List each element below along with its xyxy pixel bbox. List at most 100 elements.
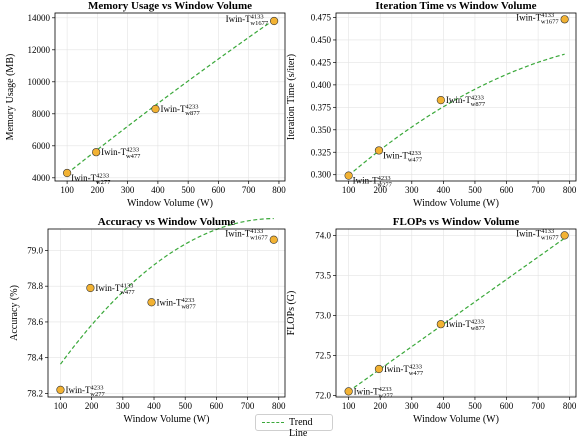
- y-axis-label: FLOPs (G): [286, 291, 297, 336]
- y-tick-label: 72.5: [315, 350, 331, 360]
- y-tick-label: 12000: [28, 45, 51, 55]
- x-tick-label: 500: [468, 185, 482, 195]
- y-tick-label: 0.350: [311, 125, 332, 135]
- data-point: [344, 171, 353, 180]
- point-annotation: Iwin-T4133 w1677: [516, 12, 559, 26]
- point-annotation: Iwin-T4133 w477: [95, 282, 135, 296]
- y-tick-label: 0.325: [311, 147, 332, 157]
- y-tick-label: 78.6: [27, 317, 43, 327]
- y-tick-label: 0.300: [311, 170, 332, 180]
- x-tick-label: 300: [116, 401, 130, 411]
- data-point: [436, 96, 445, 105]
- y-axis-label: Iteration Time (s/iter): [286, 54, 297, 140]
- x-axis-label: Window Volume (W): [413, 414, 499, 425]
- y-tick-label: 79.0: [27, 245, 43, 255]
- point-annotation: Iwin-T4233 w877: [446, 319, 486, 333]
- point-annotation: Iwin-T4233 w277: [354, 386, 394, 400]
- point-annotation: Iwin-T4233 w877: [446, 95, 486, 109]
- x-tick-label: 100: [342, 401, 356, 411]
- plot-frame: [335, 228, 577, 398]
- x-tick-label: 700: [531, 185, 545, 195]
- trend-line: [66, 19, 275, 174]
- point-annotation: Iwin-T4233 w477: [383, 150, 423, 164]
- x-tick-label: 100: [60, 185, 74, 195]
- x-tick-label: 200: [91, 185, 105, 195]
- data-point: [270, 16, 279, 26]
- data-point: [344, 387, 353, 396]
- chart-panel-3: 100 200 300 400 500 600 700 800 78.2 78.4 78.6 78.8…: [9, 216, 286, 425]
- data-point: [374, 146, 384, 155]
- y-tick-label: 14000: [28, 13, 51, 23]
- trend-line: [348, 237, 565, 392]
- y-tick-label: 72.0: [315, 390, 331, 400]
- chart-title: Memory Usage vs Window Volume: [88, 0, 252, 12]
- point-annotation: Iwin-T4233 w277: [71, 173, 111, 187]
- x-tick-label: 800: [272, 401, 286, 411]
- data-point: [436, 320, 445, 329]
- x-tick-label: 400: [437, 401, 451, 411]
- chart-panel-2: 100 200 300 400 500 600 700 800 0.300 0.325 0.350 0…: [286, 0, 577, 209]
- legend-label: Trend Line: [289, 417, 313, 439]
- y-tick-label: 0.375: [311, 102, 332, 112]
- y-axis-label: Accuracy (%): [9, 285, 20, 341]
- x-tick-label: 600: [210, 401, 224, 411]
- chart-title: Accuracy vs Window Volume: [98, 216, 236, 228]
- legend-trend-swatch: [262, 422, 284, 423]
- data-point: [63, 168, 72, 178]
- x-tick-label: 300: [405, 185, 419, 195]
- point-annotation: Iwin-T4233 w277: [353, 175, 393, 189]
- y-tick-label: 6000: [32, 141, 51, 151]
- plot-frame: [54, 12, 286, 182]
- x-tick-label: 800: [563, 185, 577, 195]
- chart-panel-1: 100 200 300 400 500 600 700 800 4000 6000 8000 1000…: [5, 0, 286, 209]
- y-tick-label: 73.0: [315, 310, 331, 320]
- chart-panel-4: 100 200 300 400 500 600 700 800 72.0 72.5 73.0 73.5…: [286, 216, 577, 425]
- x-tick-label: 400: [151, 185, 165, 195]
- y-tick-label: 0.450: [311, 35, 332, 45]
- x-tick-label: 700: [531, 401, 545, 411]
- point-annotation: Iwin-T4133 w1677: [516, 228, 559, 242]
- point-annotation: Iwin-T4233 w477: [384, 364, 424, 378]
- data-point: [86, 283, 95, 293]
- x-tick-label: 600: [500, 401, 514, 411]
- data-point: [560, 231, 569, 240]
- y-tick-label: 78.4: [27, 353, 43, 363]
- x-tick-label: 500: [178, 401, 192, 411]
- x-axis-label: Window Volume (W): [127, 198, 213, 209]
- x-tick-label: 100: [342, 185, 356, 195]
- point-annotation: Iwin-T4233 w877: [157, 297, 197, 311]
- x-axis-label: Window Volume (W): [124, 414, 210, 425]
- y-tick-label: 74.0: [315, 230, 331, 240]
- data-point: [92, 148, 101, 157]
- y-tick-label: 10000: [28, 77, 51, 87]
- data-point: [151, 104, 160, 114]
- y-tick-label: 4000: [32, 173, 51, 183]
- x-tick-label: 400: [147, 401, 161, 411]
- x-tick-label: 500: [181, 185, 195, 195]
- point-annotation: Iwin-T4133 w1677: [225, 228, 268, 242]
- chart-title: FLOPs vs Window Volume: [393, 216, 520, 228]
- y-axis-label: Memory Usage (MB): [5, 54, 16, 141]
- data-point: [374, 364, 384, 374]
- x-tick-label: 600: [500, 185, 514, 195]
- x-tick-label: 200: [85, 401, 99, 411]
- data-point: [560, 15, 569, 24]
- trend-line: [348, 53, 565, 176]
- x-tick-label: 600: [212, 185, 226, 195]
- x-tick-label: 500: [468, 401, 482, 411]
- point-annotation: Iwin-T4133 w1677: [226, 14, 269, 28]
- plot-frame: [47, 228, 286, 398]
- trend-line: [59, 217, 274, 365]
- y-tick-label: 78.8: [27, 281, 43, 291]
- y-tick-label: 0.475: [311, 12, 332, 22]
- x-tick-label: 100: [54, 401, 68, 411]
- x-tick-label: 400: [437, 185, 451, 195]
- data-point: [56, 385, 65, 394]
- legend: Trend Line: [255, 414, 333, 439]
- y-tick-label: 0.400: [311, 80, 332, 90]
- chart-title: Iteration Time vs Window Volume: [375, 0, 536, 12]
- x-tick-label: 800: [272, 185, 286, 195]
- y-tick-label: 0.425: [311, 57, 332, 67]
- x-tick-label: 700: [241, 401, 255, 411]
